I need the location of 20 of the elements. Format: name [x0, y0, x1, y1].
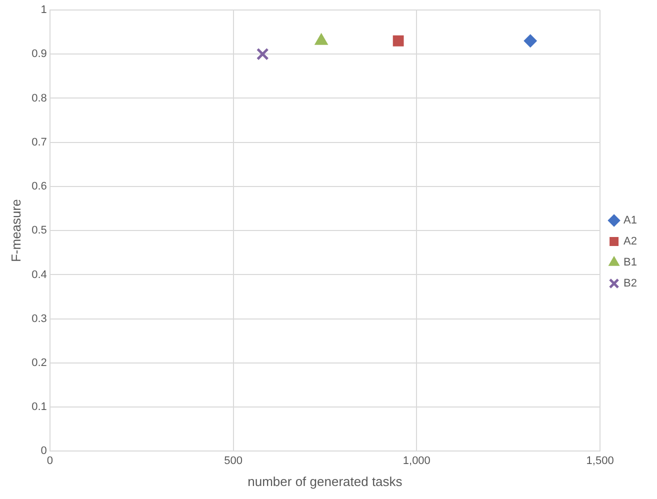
- x-tick-label: 500: [224, 454, 242, 467]
- y-tick-label: 0.7: [32, 136, 47, 148]
- y-tick-label: 0.5: [32, 224, 47, 237]
- y-axis-title: F-measure: [8, 199, 24, 262]
- y-tick-label: 0.2: [32, 356, 47, 369]
- x-axis-title: number of generated tasks: [248, 474, 403, 489]
- y-tick-label: 0.3: [32, 312, 47, 325]
- x-tick-label: 1,000: [402, 454, 430, 467]
- y-tick-label: 0.1: [32, 401, 47, 414]
- legend-label: B1: [624, 256, 638, 269]
- x-tick-label: 1,500: [586, 454, 614, 467]
- y-tick-label: 1: [40, 4, 47, 16]
- legend-label: B2: [624, 278, 638, 290]
- legend-label: A2: [624, 236, 638, 248]
- legend-label: A1: [624, 214, 638, 227]
- y-tick-label: 0.8: [32, 92, 47, 104]
- y-tick-label: 0: [40, 445, 47, 458]
- y-tick-label: 0.6: [32, 180, 47, 193]
- y-tick-label: 0.4: [32, 268, 47, 281]
- y-tick-label: 0.9: [32, 48, 47, 60]
